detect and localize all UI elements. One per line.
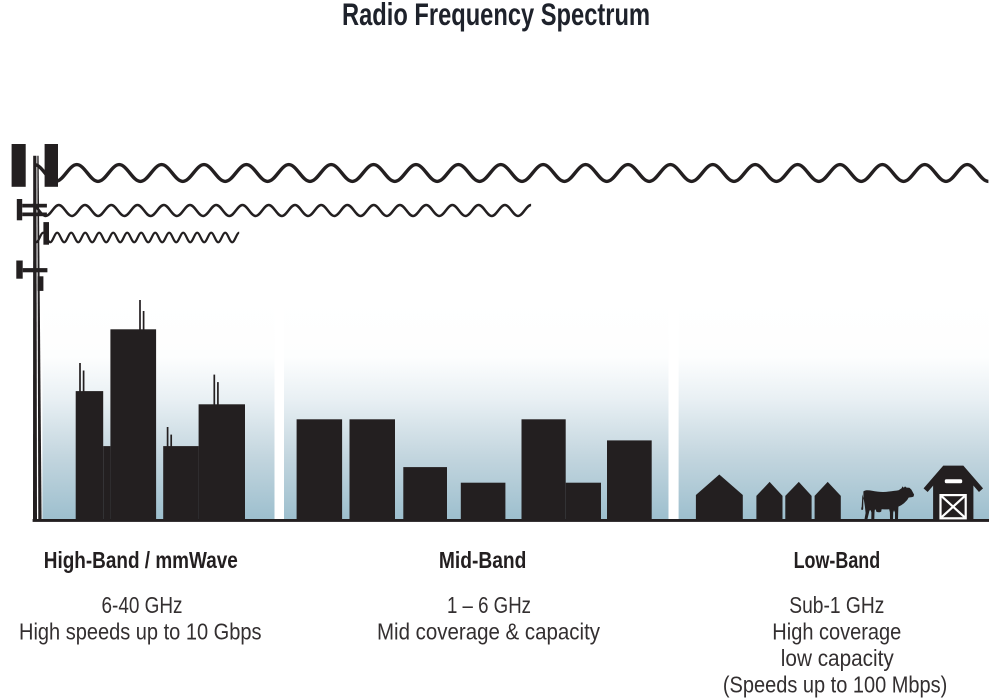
svg-text:1 – 6 GHz: 1 – 6 GHz bbox=[447, 592, 531, 618]
svg-text:Sub-1 GHz: Sub-1 GHz bbox=[789, 592, 884, 618]
svg-text:(Speeds up to 100 Mbps): (Speeds up to 100 Mbps) bbox=[723, 672, 947, 698]
svg-text:High coverage: High coverage bbox=[772, 619, 901, 645]
svg-text:High-Band / mmWave: High-Band / mmWave bbox=[44, 547, 238, 573]
svg-text:Radio Frequency Spectrum: Radio Frequency Spectrum bbox=[342, 0, 650, 32]
svg-text:High speeds up to 10 Gbps: High speeds up to 10 Gbps bbox=[19, 619, 262, 645]
svg-text:Mid coverage & capacity: Mid coverage & capacity bbox=[377, 619, 600, 645]
svg-text:6-40 GHz: 6-40 GHz bbox=[102, 592, 183, 618]
svg-text:Low-Band: Low-Band bbox=[794, 547, 881, 573]
svg-text:low capacity: low capacity bbox=[781, 645, 894, 671]
svg-text:Mid-Band: Mid-Band bbox=[439, 547, 527, 573]
